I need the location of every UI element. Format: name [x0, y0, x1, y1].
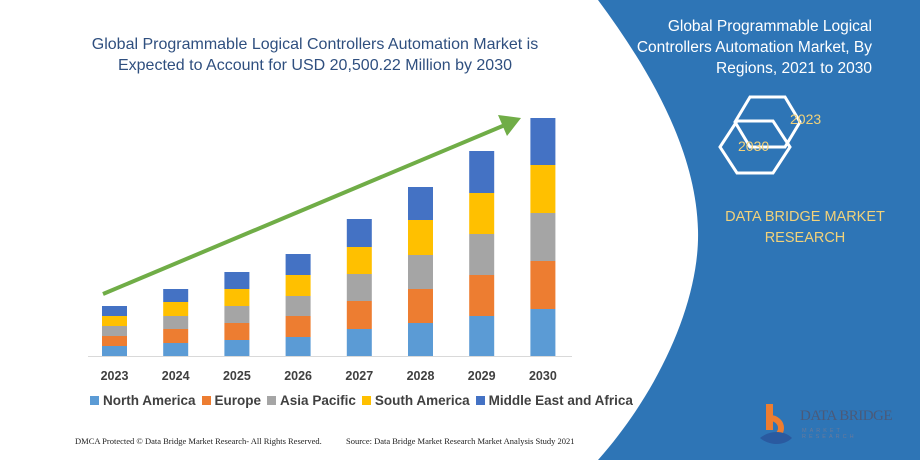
- bar-segment-2028-1: [408, 289, 433, 323]
- bar-segment-2025-0: [224, 340, 250, 356]
- bar-segment-2028-3: [408, 220, 433, 255]
- data-bridge-logo: DATA BRIDGE MARKET RESEARCH: [758, 402, 898, 448]
- bar-segment-2030-2: [530, 213, 556, 261]
- hex-label-2030: 2030: [738, 138, 770, 154]
- legend-swatch: [90, 396, 99, 405]
- bar-segment-2025-4: [224, 272, 250, 289]
- bar-segment-2026-2: [285, 296, 311, 316]
- x-tick-label: 2023: [101, 369, 129, 383]
- footer-source: Source: Data Bridge Market Research Mark…: [346, 436, 575, 446]
- legend-item-south-america: South America: [361, 393, 470, 408]
- bar-segment-2024-0: [163, 343, 189, 356]
- bar-segment-2030-1: [530, 261, 556, 309]
- bar-segment-2023-1: [102, 336, 127, 346]
- bar-segment-2024-3: [163, 302, 189, 316]
- bar-segment-2025-3: [224, 289, 250, 306]
- trend-arrow-head: [498, 115, 521, 136]
- x-tick-label: 2029: [468, 369, 496, 383]
- bar-segment-2026-1: [285, 316, 311, 337]
- footer-copyright: DMCA Protected © Data Bridge Market Rese…: [75, 436, 322, 446]
- hex-2023: [733, 95, 802, 149]
- legend-swatch: [475, 396, 485, 405]
- bar-segment-2023-0: [102, 346, 127, 356]
- bar-segment-2024-1: [163, 329, 189, 343]
- bar-segment-2026-3: [285, 275, 311, 296]
- brand-text: DATA BRIDGE MARKET RESEARCH: [725, 209, 885, 246]
- logo-text: DATA BRIDGE: [800, 408, 893, 424]
- bar-segment-2027-3: [346, 247, 372, 274]
- hex-2030: [718, 119, 792, 175]
- bar-segment-2029-4: [469, 151, 495, 193]
- legend-swatch: [201, 396, 211, 405]
- x-tick-label: 2026: [284, 369, 312, 383]
- logo-subtext: MARKET RESEARCH: [802, 428, 857, 440]
- bar-segment-2023-4: [102, 306, 127, 316]
- legend-item-asia-pacific: Asia Pacific: [267, 393, 356, 408]
- legend-label: South America: [374, 393, 470, 408]
- legend-item-mea: Middle East and Africa: [475, 393, 633, 408]
- side-panel-title: Global Programmable Logical Controllers …: [636, 18, 872, 77]
- legend: North America Europe Asia Pacific South …: [90, 393, 633, 408]
- bar-segment-2027-4: [346, 219, 372, 247]
- bar-segment-2027-2: [346, 274, 372, 301]
- bar-segment-2024-2: [163, 316, 189, 329]
- bar-segment-2029-2: [469, 234, 495, 275]
- bar-segment-2023-3: [102, 316, 127, 326]
- legend-swatch: [361, 396, 371, 405]
- bar-segment-2026-4: [285, 254, 311, 275]
- bar-segment-2028-0: [408, 323, 433, 356]
- bar-segment-2030-0: [530, 309, 556, 356]
- trend-arrow-line: [102, 123, 506, 296]
- bar-segment-2027-1: [346, 301, 372, 329]
- bar-segment-2029-3: [469, 193, 495, 234]
- x-tick-label: 2028: [407, 369, 435, 383]
- legend-swatch: [267, 396, 277, 405]
- bar-segment-2027-0: [346, 329, 372, 356]
- bar-segment-2025-2: [224, 306, 250, 323]
- legend-item-europe: Europe: [201, 393, 262, 408]
- legend-label: North America: [103, 393, 196, 408]
- legend-label: Asia Pacific: [280, 393, 356, 408]
- x-tick-label: 2024: [162, 369, 190, 383]
- hex-label-2023: 2023: [790, 111, 822, 127]
- legend-item-north-america: North America: [90, 393, 196, 408]
- x-tick-label: 2027: [345, 369, 373, 383]
- bar-segment-2025-1: [224, 323, 250, 340]
- logo-icon: [760, 404, 792, 444]
- bar-segment-2029-0: [469, 316, 495, 356]
- bar-segment-2030-4: [530, 118, 556, 165]
- bar-segment-2030-3: [530, 165, 556, 213]
- bar-segment-2024-4: [163, 289, 189, 302]
- bar-segment-2028-2: [408, 255, 433, 289]
- bar-segment-2026-0: [285, 337, 311, 356]
- legend-label: Europe: [214, 393, 262, 408]
- bar-segment-2028-4: [408, 187, 433, 220]
- legend-label: Middle East and Africa: [488, 393, 633, 408]
- x-tick-label: 2025: [223, 369, 251, 383]
- bar-segment-2023-2: [102, 326, 127, 336]
- x-tick-label: 2030: [529, 369, 557, 383]
- bar-segment-2029-1: [469, 275, 495, 316]
- chart-title: Global Programmable Logical Controllers …: [91, 36, 539, 74]
